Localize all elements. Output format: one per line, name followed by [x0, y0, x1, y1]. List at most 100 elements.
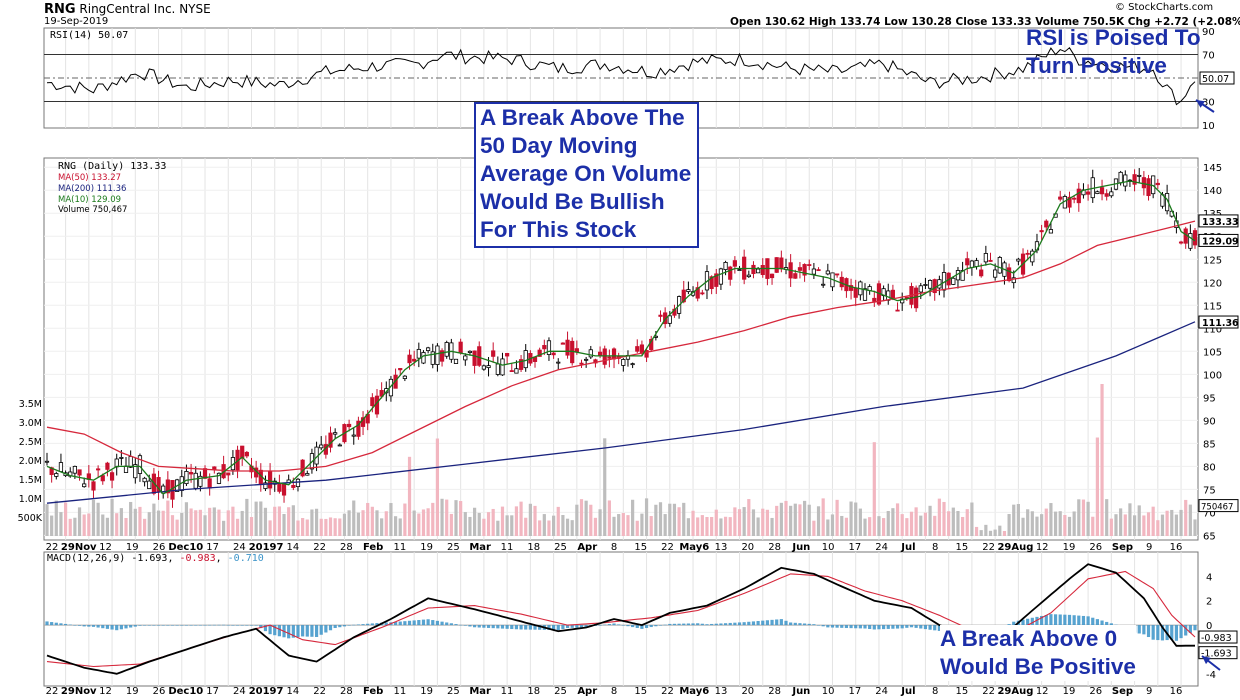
macd-histogram-bar: [854, 625, 858, 629]
macd-histogram-bar: [249, 625, 254, 626]
volume-bar: [514, 506, 519, 536]
volume-bar: [965, 509, 969, 536]
candle-body: [988, 260, 993, 262]
volume-bar: [217, 509, 221, 536]
macd-histogram-bar: [115, 625, 119, 631]
macd-histogram-bar: [1007, 624, 1011, 626]
macd-histogram-bar: [733, 622, 737, 626]
volume-bar: [59, 512, 63, 536]
price-x-tick-label: 24: [233, 542, 246, 553]
volume-bar: [147, 512, 151, 536]
price-x-tick-label: 22: [313, 542, 326, 553]
volume-bar: [68, 518, 72, 536]
candle-body: [1025, 252, 1030, 255]
macd-annotation-line-2: Would Be Positive: [940, 654, 1136, 679]
macd-histogram-bar: [807, 623, 811, 626]
price-x-tick-label: 9: [1146, 542, 1152, 553]
macd-x-tick-label: 8: [932, 686, 938, 697]
macd-histogram-bar: [654, 625, 658, 627]
volume-bar: [231, 506, 235, 536]
volume-bar: [235, 518, 240, 536]
candle-body: [514, 368, 519, 374]
candle-body: [500, 358, 505, 376]
volume-bar: [96, 502, 100, 536]
candle-body: [244, 451, 249, 457]
rsi-annotation-line-2: Turn Positive: [1026, 53, 1167, 78]
candle-body: [681, 289, 686, 303]
macd-legend: MACD(12,26,9) -1.693, -0.983, -0.710: [47, 553, 264, 564]
candle-body: [295, 478, 301, 488]
volume-bar: [1095, 437, 1099, 536]
candle-body: [356, 420, 361, 437]
volume-bar: [77, 507, 82, 536]
volume-bar: [826, 519, 830, 536]
macd-histogram-bar: [1184, 625, 1188, 636]
volume-bar: [742, 507, 746, 536]
candle-body: [1137, 174, 1142, 177]
macd-histogram-bar: [524, 625, 528, 630]
candle-body: [458, 341, 463, 354]
price-x-tick-label: 11: [394, 542, 407, 553]
candle-body: [1067, 196, 1072, 208]
volume-bar: [87, 513, 91, 536]
macd-annotation: A Break Above 0 Would Be Positive: [940, 625, 1136, 681]
volume-bar: [1156, 520, 1160, 536]
candle-body: [277, 482, 282, 492]
macd-histogram-bar: [393, 621, 398, 626]
volume-bar: [1035, 516, 1039, 536]
macd-histogram-bar: [319, 625, 323, 635]
price-x-tick-label: Mar: [469, 542, 491, 553]
candle-body: [1048, 229, 1054, 234]
macd-histogram-bar: [533, 625, 537, 630]
volume-bar: [1044, 508, 1048, 536]
candle-body: [328, 432, 333, 448]
candle-body: [505, 352, 510, 357]
macd-arrow-head: [1202, 656, 1211, 665]
macd-x-tick-label: Feb: [363, 686, 383, 697]
volume-bar: [854, 502, 858, 536]
candle-body: [737, 269, 742, 271]
macd-x-tick-label: 8: [611, 686, 617, 697]
price-tick-label: 85: [1203, 439, 1216, 450]
candle-body: [212, 466, 217, 470]
volume-bar: [840, 515, 844, 536]
macd-histogram-bar: [886, 625, 890, 629]
candle-body: [128, 456, 133, 468]
volume-bar: [282, 513, 286, 536]
macd-histogram-bar: [366, 623, 370, 626]
volume-bar: [50, 515, 54, 536]
price-x-tick-label: 15: [956, 542, 969, 553]
volume-bar: [937, 498, 941, 536]
price-x-tick-label: 11: [501, 542, 514, 553]
volume-bar: [463, 512, 467, 536]
macd-histogram-bar: [1067, 614, 1072, 626]
volume-bar: [454, 500, 458, 536]
candle-body: [109, 472, 115, 481]
candle-body: [997, 257, 1002, 274]
macd-histogram-bar: [826, 625, 830, 628]
macd-histogram-bar: [519, 625, 523, 630]
macd-histogram-bar: [933, 625, 937, 631]
candle-body: [123, 465, 129, 473]
macd-histogram-bar: [407, 620, 412, 626]
macd-histogram-bar: [263, 625, 268, 632]
volume-bar: [951, 507, 955, 536]
volume-bar: [877, 516, 881, 536]
macd-histogram-bar: [612, 623, 616, 626]
macd-histogram-bar: [914, 625, 918, 628]
ma200-line: [46, 321, 1196, 504]
macd-x-tick-label: 19: [126, 686, 139, 697]
macd-histogram-bar: [1188, 625, 1192, 633]
volume-bar: [858, 508, 862, 536]
volume-bar: [849, 501, 853, 536]
macd-histogram-bar: [849, 625, 853, 629]
candle-body: [853, 287, 858, 298]
macd-histogram-bar: [1091, 617, 1095, 626]
volume-bar: [1188, 504, 1192, 536]
volume-bar: [761, 508, 765, 536]
candle-body: [202, 468, 208, 479]
macd-histogram-bar: [426, 619, 430, 626]
candle-body: [983, 253, 988, 263]
macd-x-tick-label: 24: [233, 686, 246, 697]
volume-bar: [110, 498, 114, 536]
